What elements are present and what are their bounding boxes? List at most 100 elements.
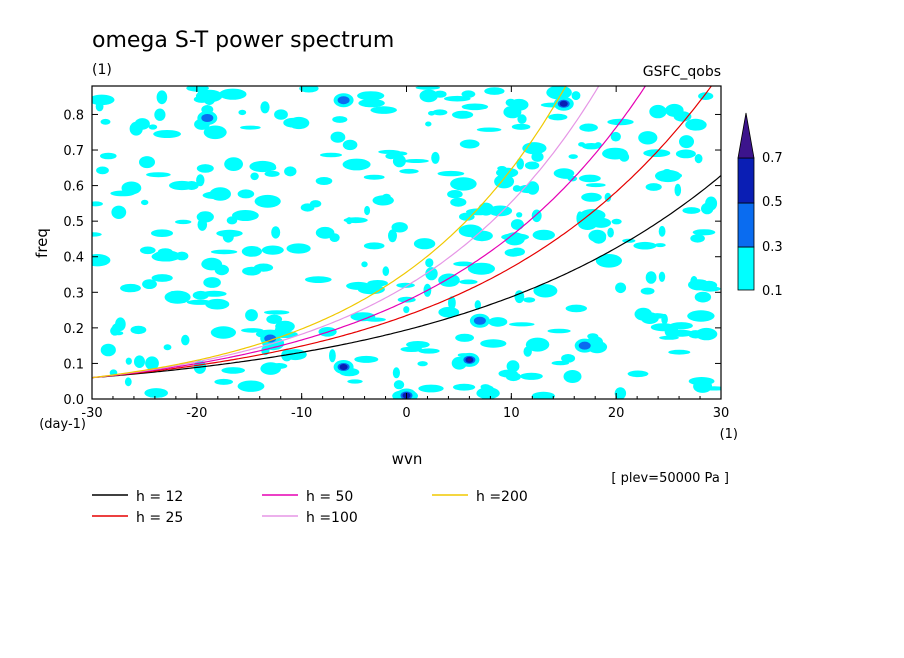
y-tick-label: 0.5	[63, 215, 84, 230]
contour-blob	[169, 180, 195, 191]
contour-blob	[203, 125, 227, 140]
contour-blob	[406, 341, 430, 349]
contour-blob	[611, 218, 622, 225]
contour-blob	[111, 205, 127, 219]
contour-blob	[145, 356, 159, 371]
contour-blob	[591, 231, 607, 244]
contour-blob	[501, 233, 529, 241]
contour-blob	[241, 246, 262, 257]
peak-level-07	[467, 358, 472, 362]
contour-blob	[210, 326, 236, 339]
contour-blob	[370, 106, 397, 114]
contour-blob	[645, 183, 662, 191]
contour-blob	[453, 383, 476, 391]
contour-blob	[392, 154, 406, 168]
contour-blob	[531, 151, 544, 162]
contour-blob	[578, 142, 586, 147]
y-tick-label: 0.6	[63, 180, 84, 195]
contour-blob	[274, 109, 288, 120]
contour-blob	[124, 377, 132, 387]
contour-blob	[480, 339, 507, 348]
contour-blob	[399, 168, 419, 174]
contour-blob	[627, 370, 649, 378]
contour-blob	[546, 86, 572, 100]
contour-blob	[459, 139, 480, 149]
contour-blob	[346, 217, 353, 225]
contour-blob	[694, 154, 703, 164]
contour-blob	[156, 90, 168, 105]
contour-blob	[125, 357, 132, 365]
peak-level-03	[201, 114, 214, 123]
contour-blob	[461, 103, 489, 111]
contour-blob	[221, 367, 245, 374]
contour-blob	[581, 192, 602, 202]
contour-blob	[342, 158, 371, 171]
contour-blob	[437, 170, 465, 177]
contour-blob	[330, 131, 346, 143]
contour-blob	[329, 349, 336, 363]
contour-blob	[594, 142, 602, 149]
contour-blob	[563, 370, 582, 383]
contour-blob	[640, 287, 655, 295]
contour-blob	[433, 90, 447, 98]
contour-blob	[270, 363, 288, 369]
dispersion-curve	[92, 86, 713, 379]
contour-blob	[358, 98, 385, 108]
contour-blob	[274, 327, 284, 332]
contour-blob	[96, 166, 109, 175]
contour-blob	[568, 154, 578, 160]
contour-blob	[266, 314, 283, 324]
contour-blob	[667, 329, 694, 337]
contour-blob	[151, 274, 173, 282]
contour-blob	[315, 226, 335, 239]
contour-blob	[520, 372, 543, 380]
contour-blob	[507, 362, 520, 372]
contour-blob	[120, 283, 141, 293]
peak-level-03	[264, 334, 277, 343]
chart-subtitle-right: GSFC_qobs	[643, 64, 721, 80]
contour-blob	[458, 224, 483, 238]
colorbar-label: 0.1	[762, 284, 783, 299]
colorbar: 0.1 0.3 0.5 0.7	[737, 112, 783, 299]
contour-blob	[579, 123, 598, 132]
contour-blob	[141, 199, 149, 206]
contour-blob	[100, 343, 116, 357]
contour-blob	[531, 391, 555, 399]
contour-blob	[633, 241, 657, 250]
dispersion-curve	[92, 175, 721, 379]
contour-blob	[196, 174, 205, 187]
contour-blob	[164, 290, 191, 304]
contour-blob	[329, 233, 340, 243]
peak-level-03	[473, 316, 486, 325]
contour-blob	[675, 149, 696, 159]
contour-blob	[604, 192, 612, 202]
contour-blob	[364, 205, 371, 216]
contour-blob	[195, 89, 223, 103]
contour-blob	[261, 245, 284, 255]
contour-blob	[162, 251, 172, 261]
contour-blob	[417, 361, 428, 367]
contour-blob	[320, 152, 342, 158]
contour-blob	[342, 139, 358, 151]
x-tick-label: -20	[186, 406, 207, 421]
contour-blob	[690, 276, 698, 289]
x-tick-label: -30	[81, 406, 102, 421]
contour-blob	[100, 118, 111, 125]
peak-level-03	[578, 341, 591, 350]
contour-blob	[357, 91, 385, 101]
power-contours	[92, 86, 721, 399]
contour-blob	[688, 330, 704, 339]
contour-blob	[455, 333, 474, 342]
pressure-level-note: [ plev=50000 Pa ]	[611, 471, 729, 486]
contour-blob	[169, 291, 176, 302]
contour-blob	[392, 367, 400, 379]
contour-blob	[503, 105, 522, 119]
contour-blob	[148, 124, 158, 130]
contour-blob	[551, 360, 569, 366]
x-tick-label: -10	[291, 406, 312, 421]
contour-blob	[480, 384, 491, 390]
contour-blob	[638, 131, 658, 145]
contour-blob	[614, 387, 627, 399]
contour-blob	[585, 183, 606, 188]
